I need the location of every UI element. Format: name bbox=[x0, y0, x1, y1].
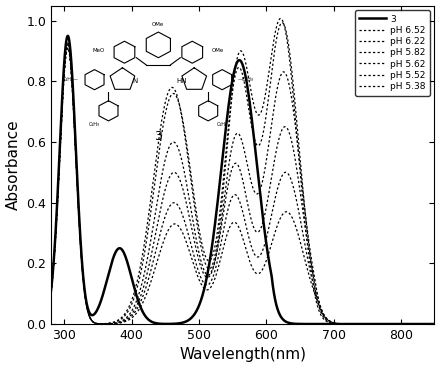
Legend: 3, pH 6.52, pH 6.22, pH 5.82, pH 5.62, pH 5.52, pH 5.38: 3, pH 6.52, pH 6.22, pH 5.82, pH 5.62, p… bbox=[355, 10, 430, 96]
Y-axis label: Absorbance: Absorbance bbox=[6, 120, 21, 210]
X-axis label: Wavelength(nm): Wavelength(nm) bbox=[179, 347, 306, 362]
